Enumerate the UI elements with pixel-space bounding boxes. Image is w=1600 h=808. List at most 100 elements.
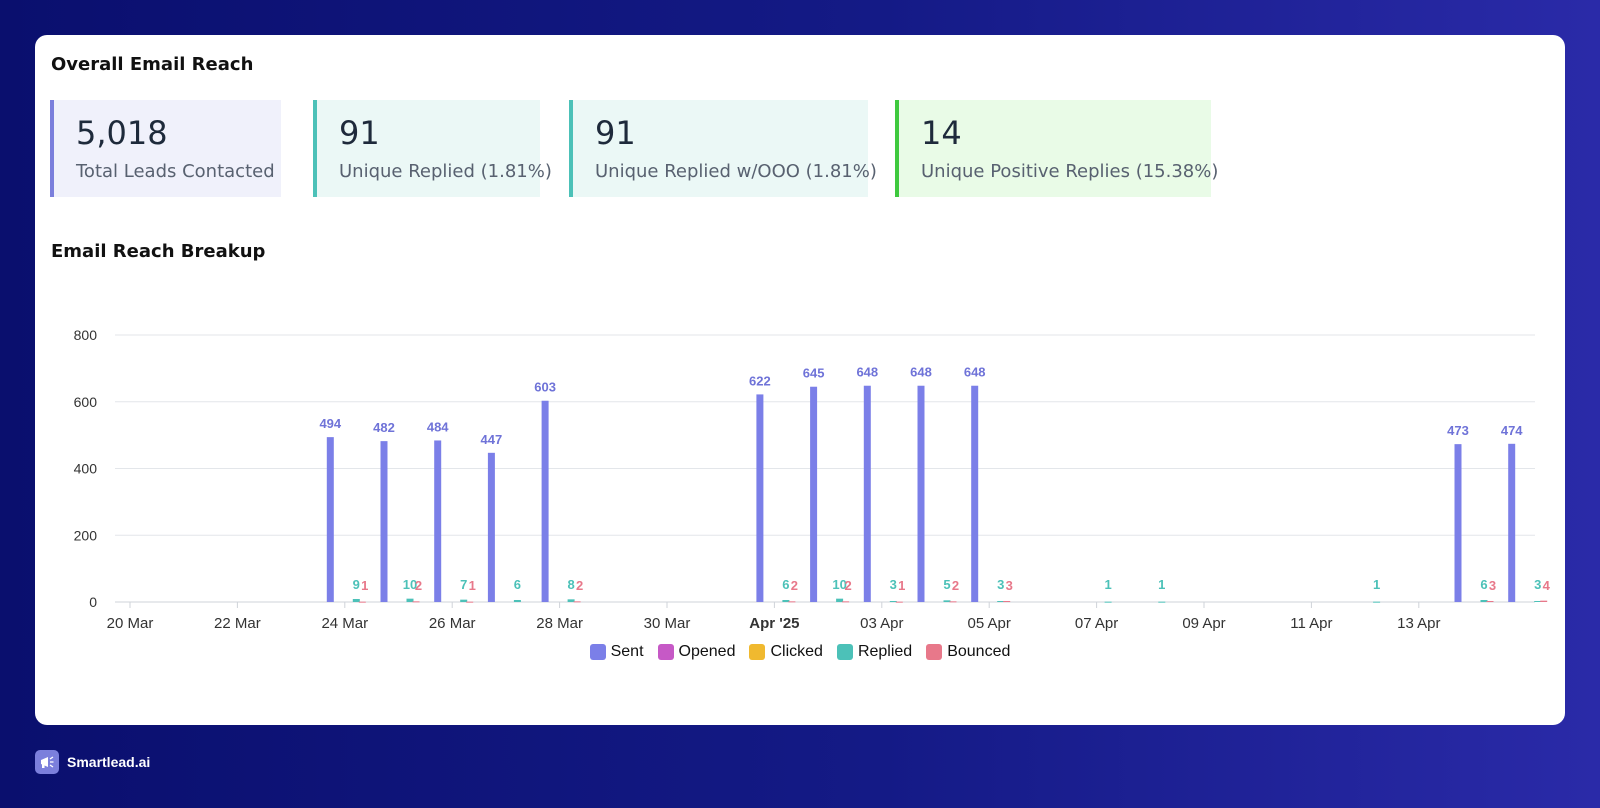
bar-bounced [573,601,581,603]
bar-bounced [358,601,366,603]
data-label-replied: 1 [1158,577,1165,592]
bar-sent [380,441,388,602]
data-label-sent: 648 [856,365,878,380]
data-label-bounced: 2 [576,578,583,593]
data-label-sent: 648 [964,365,986,380]
bar-sent [917,385,925,602]
bar-bounced [949,601,957,603]
data-label-replied: 10 [403,577,417,592]
y-tick-label: 800 [74,327,98,343]
bar-replied [943,600,951,602]
data-label-sent: 473 [1447,423,1469,438]
x-tick-label: 26 Mar [429,615,476,632]
legend-label: Bounced [947,643,1011,660]
bar-bounced [895,601,903,603]
bar-replied [1373,601,1381,603]
legend-swatch [836,644,853,660]
email-reach-breakup-title: Email Reach Breakup [51,241,266,262]
data-label-sent: 482 [373,420,395,435]
email-reach-card: Overall Email Reach 5,018 Total Leads Co… [35,35,1565,725]
data-label-bounced: 2 [952,578,959,593]
brand: Smartlead.ai [35,750,150,774]
legend-swatch [749,644,766,660]
data-label-bounced: 1 [361,578,368,593]
stat-label: Unique Replied w/OOO (1.81%) [595,161,877,182]
legend-label: Clicked [770,643,823,660]
data-label-bounced: 3 [1006,578,1013,593]
bar-replied [460,599,468,602]
x-tick-label: 24 Mar [321,615,368,632]
data-label-replied: 3 [890,577,897,592]
legend-item-clicked[interactable]: Clicked [749,643,823,661]
bar-bounced [412,601,420,603]
bar-bounced [1003,600,1011,602]
x-tick-label: 11 Apr [1290,615,1332,632]
data-label-replied: 10 [832,577,846,592]
data-label-sent: 447 [481,432,503,447]
legend-item-bounced[interactable]: Bounced [926,643,1010,661]
bar-sent [756,394,764,602]
bar-replied [567,599,575,602]
data-label-replied: 1 [1373,577,1380,592]
stat-total-leads: 5,018 Total Leads Contacted [50,100,281,197]
data-label-sent: 622 [749,373,771,388]
data-label-bounced: 2 [791,578,798,593]
data-label-sent: 494 [319,416,341,431]
bar-replied [352,598,360,602]
data-label-bounced: 3 [1489,578,1496,593]
legend-label: Replied [857,643,913,660]
data-label-replied: 6 [1480,577,1487,592]
bar-sent [1454,444,1462,602]
legend-item-replied[interactable]: Replied [836,643,913,661]
x-tick-label: 03 Apr [860,615,903,632]
bar-sent [326,437,334,602]
x-tick-label: 20 Mar [107,615,154,632]
stat-unique-replied: 91 Unique Replied (1.81%) [313,100,552,197]
stat-label: Total Leads Contacted [76,161,275,182]
data-label-replied: 5 [943,577,950,592]
stat-value: 91 [595,114,636,152]
bar-bounced [842,601,850,603]
data-label-bounced: 2 [415,578,422,593]
stat-label: Unique Positive Replies (15.38%) [921,161,1219,182]
legend-item-sent[interactable]: Sent [589,643,644,661]
legend-swatch [657,644,674,660]
y-tick-label: 400 [74,461,98,477]
x-tick-label: 28 Mar [536,615,583,632]
data-label-replied: 7 [460,577,467,592]
x-tick-label: 22 Mar [214,615,261,632]
data-label-sent: 474 [1501,423,1523,438]
bar-replied [406,598,414,602]
x-tick-label: Apr '25 [749,615,799,632]
bar-replied [1480,599,1488,602]
bar-replied [1158,601,1166,603]
bar-sent [863,385,871,602]
x-tick-label: 05 Apr [968,615,1011,632]
bar-replied [836,598,844,602]
data-label-replied: 3 [1534,577,1541,592]
data-label-bounced: 1 [898,578,905,593]
stat-unique-replied-ooo: 91 Unique Replied w/OOO (1.81%) [569,100,877,197]
stat-positive-replies: 14 Unique Positive Replies (15.38%) [895,100,1218,197]
bar-bounced [1486,600,1494,602]
data-label-replied: 6 [514,577,521,592]
bar-sent [810,386,818,602]
megaphone-icon [35,750,59,774]
data-label-replied: 8 [567,577,574,592]
x-tick-label: 07 Apr [1075,615,1118,632]
x-tick-label: 30 Mar [644,615,691,632]
bar-bounced [788,601,796,603]
y-tick-label: 200 [74,527,98,543]
data-label-bounced: 1 [469,578,476,593]
bar-bounced [1540,600,1548,602]
stat-value: 91 [339,114,380,152]
y-tick-label: 0 [89,594,97,610]
x-tick-label: 13 Apr [1397,615,1440,632]
stat-value: 5,018 [76,114,168,152]
legend-item-opened[interactable]: Opened [657,643,735,661]
x-tick-label: 09 Apr [1182,615,1225,632]
data-label-sent: 603 [534,380,556,395]
stat-label: Unique Replied (1.81%) [339,161,552,182]
data-label-sent: 484 [427,419,449,434]
bar-sent [971,385,979,602]
